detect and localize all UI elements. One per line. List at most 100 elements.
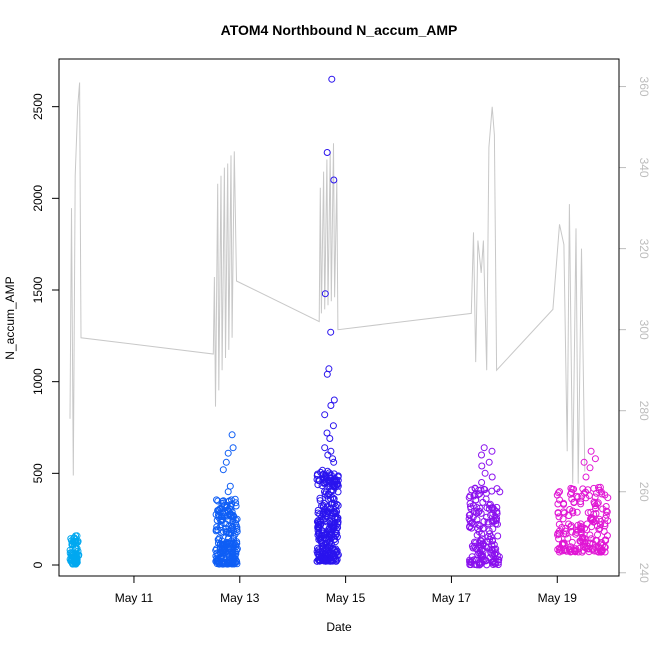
data-point <box>493 485 501 493</box>
data-point <box>326 524 333 532</box>
data-point <box>489 525 497 533</box>
data-point <box>568 538 576 546</box>
data-point <box>493 508 501 516</box>
data-point <box>232 521 240 529</box>
data-point <box>579 485 587 493</box>
data-point <box>478 451 485 459</box>
data-point <box>233 546 241 554</box>
y-axis-label: N_accum_AMP <box>3 276 17 359</box>
data-point <box>576 537 584 545</box>
data-point <box>328 499 336 507</box>
data-point <box>476 544 484 552</box>
data-point <box>478 546 486 554</box>
data-point <box>319 466 326 474</box>
data-point <box>323 518 331 526</box>
secondary-series-line <box>69 82 586 484</box>
data-point <box>218 515 226 523</box>
data-point <box>567 543 575 551</box>
data-point <box>323 492 331 500</box>
data-point <box>330 176 338 184</box>
data-point <box>567 548 575 556</box>
y2-tick-label: 260 <box>637 482 650 502</box>
y-tick-label: 2000 <box>31 185 45 212</box>
data-point <box>492 549 500 557</box>
data-point <box>565 512 573 520</box>
data-point <box>478 462 486 470</box>
y-tick-label: 1500 <box>31 276 45 303</box>
data-point <box>582 473 590 481</box>
data-point <box>569 507 577 515</box>
data-point <box>321 444 329 452</box>
data-point <box>314 517 322 525</box>
data-point <box>604 494 612 502</box>
x-axis-label: Date <box>326 620 352 634</box>
data-point <box>574 526 582 534</box>
data-point <box>587 447 595 455</box>
data-point <box>597 544 605 552</box>
data-point <box>215 514 223 521</box>
data-point <box>487 511 495 519</box>
data-point <box>573 508 581 516</box>
data-point <box>230 527 238 535</box>
x-tick-label: May 11 <box>115 591 154 605</box>
y-tick-label: 500 <box>31 463 45 483</box>
data-point <box>560 500 568 508</box>
data-point <box>224 449 232 457</box>
data-point <box>220 549 227 557</box>
data-point <box>333 551 341 559</box>
data-point <box>226 539 233 547</box>
data-point <box>216 548 224 556</box>
secondary-series-layer <box>69 82 586 484</box>
data-point <box>473 561 481 569</box>
data-point <box>329 532 337 540</box>
data-point <box>492 545 500 553</box>
data-point <box>465 511 473 519</box>
data-point <box>475 539 483 547</box>
data-point <box>323 429 331 437</box>
data-point <box>467 519 475 527</box>
data-point <box>601 522 609 530</box>
data-point <box>225 544 233 552</box>
data-point <box>465 494 473 501</box>
data-point <box>475 507 483 515</box>
data-point <box>588 546 596 554</box>
data-point <box>231 548 239 556</box>
data-point <box>319 527 327 535</box>
data-point <box>587 515 595 523</box>
data-point <box>595 525 603 533</box>
data-point <box>72 559 80 567</box>
data-point <box>567 484 575 492</box>
data-point <box>488 558 496 566</box>
data-point <box>476 504 484 512</box>
y-tick-label: 1000 <box>31 368 45 395</box>
data-point <box>219 558 227 566</box>
y2-tick-label: 300 <box>637 320 650 340</box>
y2-tick-label: 320 <box>637 239 650 259</box>
data-point <box>219 497 227 505</box>
y-tick-label: 2500 <box>31 93 45 120</box>
data-point <box>483 504 491 512</box>
data-point <box>218 553 225 561</box>
y2-tick-label: 340 <box>637 158 650 178</box>
data-point <box>590 484 598 492</box>
data-point <box>316 534 324 542</box>
data-point <box>325 491 332 499</box>
data-point <box>597 521 604 529</box>
data-point <box>72 535 80 543</box>
data-point <box>324 495 332 503</box>
data-point <box>484 520 492 528</box>
x-tick-label: May 19 <box>538 591 578 605</box>
data-point <box>476 490 484 498</box>
data-point <box>479 498 487 506</box>
data-point <box>578 526 585 533</box>
data-point <box>555 513 563 521</box>
data-point <box>562 530 570 538</box>
data-point <box>469 513 477 521</box>
data-point <box>326 435 334 442</box>
data-point <box>602 507 610 515</box>
data-point <box>555 535 563 543</box>
data-point <box>473 531 481 539</box>
data-point <box>592 505 600 513</box>
data-point <box>475 486 483 494</box>
data-point <box>72 545 80 552</box>
